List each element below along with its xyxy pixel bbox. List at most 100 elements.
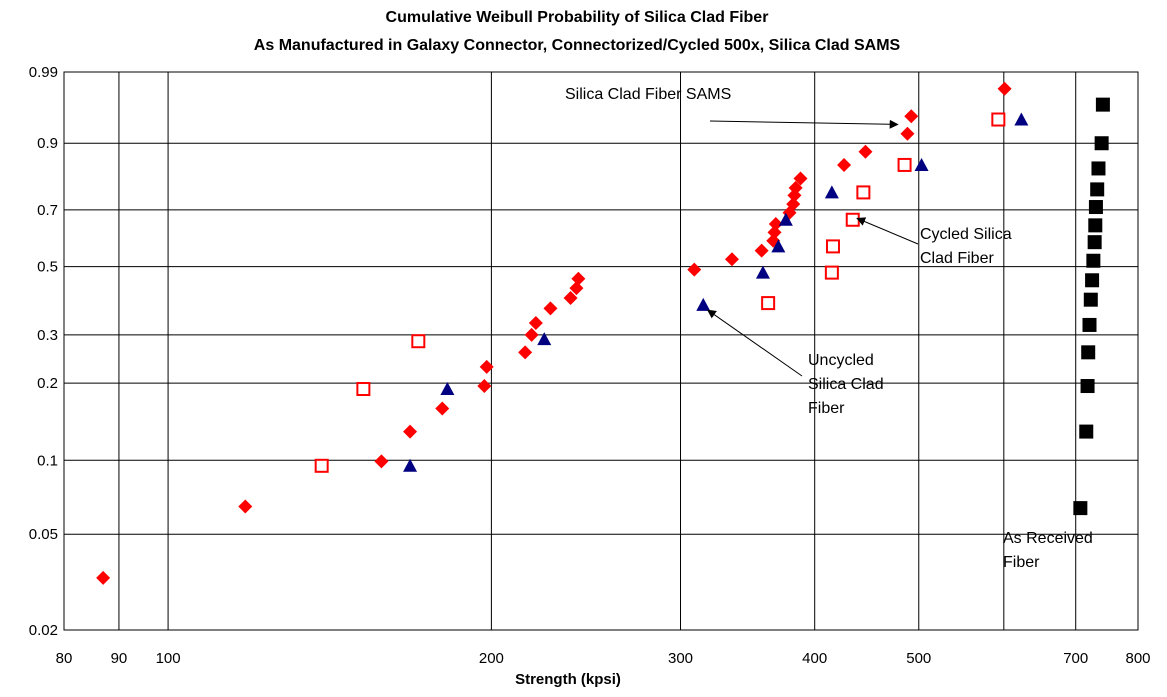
data-point-triangle	[1014, 112, 1029, 126]
data-point-open-square	[761, 296, 776, 311]
annotation-cycled: Cycled Silica Clad Fiber	[856, 217, 1016, 267]
data-point-square	[1079, 424, 1094, 439]
data-point-triangle	[778, 212, 793, 226]
data-point-open-square	[825, 239, 840, 254]
data-point-square	[1094, 136, 1109, 151]
x-tick-label: 200	[479, 650, 504, 667]
annotation-uncycled-text: Uncycled Silica Clad Fiber	[808, 352, 888, 417]
axis-tick-labels: 80 90 100 200 300 400 500 700 800 0.02 0.05 0.1 0.2 0…	[29, 64, 1151, 667]
data-point-diamond	[997, 81, 1012, 96]
data-point-diamond	[403, 424, 418, 439]
annotation-line: Fiber	[1003, 554, 1040, 571]
plot-area-border	[63, 71, 1139, 631]
y-tick-label: 0.2	[37, 375, 58, 392]
data-point-diamond	[435, 401, 450, 416]
annotation-arrow	[856, 217, 919, 245]
data-point-diamond	[768, 216, 783, 231]
data-point-triangle	[537, 332, 552, 346]
data-point-diamond	[238, 499, 253, 514]
annotation-silica-clad-sams-text: Silica Clad Fiber SAMS	[565, 86, 731, 103]
annotation-line: Uncycled	[808, 352, 874, 369]
data-point-triangle	[824, 185, 839, 199]
data-point-open-square	[845, 212, 860, 227]
data-point-open-square	[356, 382, 371, 397]
y-tick-label: 0.05	[29, 526, 58, 543]
y-tick-label: 0.3	[37, 327, 58, 344]
annotations: Silica Clad Fiber SAMS Cycled Silica Cla…	[565, 86, 1097, 571]
data-point-triangle	[696, 297, 711, 311]
data-point-diamond	[754, 243, 769, 258]
annotation-line: Silica Clad	[808, 376, 884, 393]
data-point-diamond	[374, 454, 389, 469]
data-point-open-square	[314, 458, 329, 473]
data-point-triangle	[403, 458, 418, 472]
data-point-diamond	[724, 252, 739, 267]
data-point-diamond	[793, 171, 808, 186]
data-point-square	[1085, 273, 1100, 288]
data-point-square	[1086, 253, 1101, 268]
annotation-as-received: As Received Fiber	[1003, 530, 1097, 571]
data-point-open-square	[411, 334, 426, 349]
data-point-square	[1091, 161, 1106, 176]
data-point-diamond	[477, 379, 492, 394]
data-point-diamond	[904, 109, 919, 124]
annotation-line: Silica Clad Fiber SAMS	[565, 86, 731, 103]
data-point-diamond	[479, 359, 494, 374]
annotation-cycled-text: Cycled Silica Clad Fiber	[920, 226, 1016, 267]
chart-subtitle: As Manufactured in Galaxy Connector, Con…	[254, 37, 901, 54]
x-axis-title: Strength (kpsi)	[515, 671, 621, 688]
x-tick-label: 90	[111, 650, 128, 667]
y-tick-label: 0.7	[37, 202, 58, 219]
annotation-line: Fiber	[808, 400, 845, 417]
data-point-diamond	[524, 327, 539, 342]
data-point-diamond	[786, 197, 801, 212]
data-point-open-square	[856, 185, 871, 200]
data-point-square	[1080, 379, 1095, 394]
y-tick-label: 0.9	[37, 135, 58, 152]
x-tick-label: 800	[1125, 650, 1150, 667]
data-point-diamond	[767, 225, 782, 240]
x-tick-label: 300	[668, 650, 693, 667]
data-point-diamond	[96, 570, 111, 585]
annotation-as-received-text: As Received Fiber	[1003, 530, 1097, 571]
data-point-diamond	[900, 126, 915, 141]
data-point-square	[1082, 317, 1097, 332]
annotation-line: As Received	[1003, 530, 1093, 547]
data-point-open-square	[824, 265, 839, 280]
data-point-square	[1088, 218, 1103, 233]
data-point-diamond	[569, 281, 584, 296]
data-point-triangle	[914, 157, 929, 171]
data-point-diamond	[563, 291, 578, 306]
x-tick-label: 500	[906, 650, 931, 667]
annotation-arrow	[709, 119, 899, 129]
data-point-square	[1083, 292, 1098, 307]
annotation-line: Clad Fiber	[920, 250, 994, 267]
data-point-diamond	[687, 262, 702, 277]
data-point-square	[1073, 501, 1088, 516]
x-tick-label: 100	[156, 650, 181, 667]
data-point-open-square	[897, 157, 912, 172]
data-point-diamond	[837, 157, 852, 172]
grid-lines	[64, 71, 1138, 631]
data-point-square	[1095, 97, 1110, 112]
y-tick-label: 0.99	[29, 64, 58, 81]
annotation-arrow	[706, 309, 803, 377]
data-point-square	[1088, 200, 1103, 215]
annotation-silica-clad-sams: Silica Clad Fiber SAMS	[565, 86, 899, 129]
y-tick-label: 0.5	[37, 259, 58, 276]
data-point-diamond	[858, 144, 873, 159]
data-point-triangle	[771, 239, 786, 253]
x-tick-label: 700	[1063, 650, 1088, 667]
x-tick-label: 80	[56, 650, 73, 667]
data-point-diamond	[518, 345, 533, 360]
data-point-square	[1090, 182, 1105, 197]
data-points	[96, 81, 1110, 585]
data-point-triangle	[440, 382, 455, 396]
annotation-uncycled: Uncycled Silica Clad Fiber	[706, 309, 888, 417]
data-point-diamond	[543, 301, 558, 316]
data-point-diamond	[788, 180, 803, 195]
data-point-square	[1087, 235, 1102, 250]
data-point-diamond	[571, 271, 586, 286]
